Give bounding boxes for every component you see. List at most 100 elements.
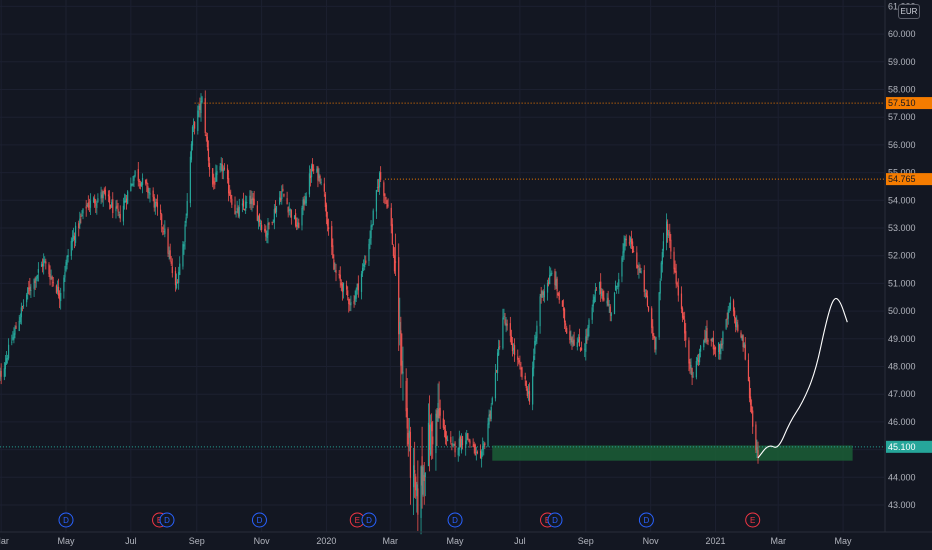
candle-body	[475, 451, 477, 453]
candle-body	[658, 292, 660, 338]
candle-body	[430, 424, 432, 455]
candle-body	[401, 360, 403, 373]
candle-body	[149, 192, 151, 195]
candle-body	[194, 121, 196, 129]
candle-body	[148, 191, 150, 194]
candle-body	[617, 285, 619, 287]
earnings-marker[interactable]: E	[745, 512, 761, 528]
candle-body	[89, 200, 92, 208]
candle-body	[457, 447, 459, 456]
candle-body	[710, 338, 712, 342]
candle-body	[0, 372, 1, 379]
candle-body	[384, 193, 386, 197]
candle-body	[640, 271, 642, 273]
candle-body	[4, 363, 7, 370]
candle-body	[623, 243, 625, 253]
candle-body	[541, 290, 543, 298]
candle-body	[697, 360, 700, 362]
candle-body	[487, 423, 489, 447]
candle-body	[298, 222, 300, 228]
candle-body	[670, 239, 672, 252]
currency-badge[interactable]: EUR	[898, 4, 920, 19]
candle-body	[563, 308, 566, 323]
time-tick-label: May	[835, 536, 853, 546]
event-marker-circle	[159, 512, 175, 528]
dividend-marker[interactable]: D	[547, 512, 563, 528]
candle-body	[37, 269, 39, 273]
candle-body	[226, 168, 229, 180]
candle-body	[280, 198, 282, 201]
candle-body	[469, 440, 471, 444]
candle-body	[591, 307, 593, 320]
candle-body	[644, 289, 646, 291]
candle-body	[506, 323, 508, 326]
candle-body	[103, 189, 105, 193]
candle-body	[700, 345, 702, 352]
event-marker-circle	[58, 512, 74, 528]
candle-body	[438, 408, 440, 419]
candle-body	[655, 336, 657, 350]
candle-body	[712, 338, 714, 350]
candle-body	[96, 202, 98, 208]
candle-body	[67, 255, 69, 258]
dividend-marker[interactable]: D	[251, 512, 267, 528]
candle-body	[393, 255, 396, 272]
candle-body	[584, 348, 586, 350]
event-markers[interactable]: DEDDEDDEDDE	[58, 512, 761, 528]
dividend-marker[interactable]: D	[447, 512, 463, 528]
price-tick-label: 49.000	[888, 334, 916, 344]
candle-body	[721, 343, 723, 346]
candle-body	[417, 488, 419, 515]
candle-body	[71, 238, 73, 243]
candle-body	[175, 281, 178, 289]
time-axis[interactable]: Mar May Jul Sep Nov 2020 Mar May Jul Sep Nov 2021 Ma…	[0, 531, 932, 546]
candle-body	[251, 198, 253, 205]
candle-body	[662, 241, 665, 251]
candle-body	[472, 445, 474, 447]
candle-body	[274, 207, 277, 213]
candle-body	[600, 281, 602, 294]
candle-body	[561, 300, 564, 307]
candle-body	[661, 252, 663, 265]
candle-body	[201, 97, 203, 103]
candle-body	[308, 173, 311, 195]
candle-body	[543, 291, 545, 298]
candle-body	[245, 201, 247, 211]
dividend-marker[interactable]: D	[58, 512, 74, 528]
candle-body	[572, 341, 574, 344]
dividend-marker[interactable]: D	[638, 512, 654, 528]
dividend-marker[interactable]: D	[159, 512, 175, 528]
horizontal-levels	[0, 102, 884, 448]
candle-body	[647, 306, 650, 311]
candle-body	[421, 456, 423, 486]
candle-body	[154, 202, 156, 208]
support-zone	[492, 445, 853, 461]
dividend-marker[interactable]: D	[361, 512, 377, 528]
candle-body	[310, 165, 313, 178]
candle-body	[737, 324, 739, 331]
candle-body	[556, 278, 558, 292]
candle-body	[608, 304, 610, 306]
candle-body	[460, 438, 463, 451]
candle-body	[521, 367, 523, 378]
event-marker-label: E	[750, 516, 755, 525]
candle-body	[169, 250, 171, 259]
candle-body	[548, 282, 550, 284]
candle-body	[12, 337, 14, 340]
candle-body	[7, 344, 10, 359]
candle-body	[152, 190, 154, 198]
candle-body	[326, 219, 329, 226]
candle-body	[391, 224, 393, 245]
candle-body	[476, 452, 478, 453]
candle-body	[59, 293, 61, 300]
candle-body	[742, 335, 744, 348]
price-tick-label: 58.000	[888, 85, 916, 95]
candle-body	[297, 222, 299, 228]
candle-body	[338, 274, 340, 276]
candle-body	[606, 300, 608, 304]
price-tick-label: 56.000	[888, 140, 916, 150]
time-tick-label: Mar	[0, 536, 9, 546]
candle-body	[139, 183, 142, 187]
candle-body	[594, 289, 596, 294]
